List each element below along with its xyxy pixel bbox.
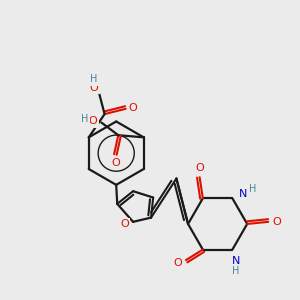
Text: O: O xyxy=(90,83,98,93)
Text: H: H xyxy=(90,74,98,84)
Text: O: O xyxy=(272,217,281,227)
Text: H: H xyxy=(81,114,88,124)
Text: N: N xyxy=(231,256,240,266)
Text: O: O xyxy=(120,219,129,229)
Text: O: O xyxy=(88,116,97,127)
Text: H: H xyxy=(232,266,239,276)
Text: O: O xyxy=(195,163,204,173)
Text: O: O xyxy=(129,103,137,113)
Text: N: N xyxy=(239,189,247,199)
Text: H: H xyxy=(249,184,256,194)
Text: O: O xyxy=(173,258,182,268)
Text: O: O xyxy=(112,158,121,168)
